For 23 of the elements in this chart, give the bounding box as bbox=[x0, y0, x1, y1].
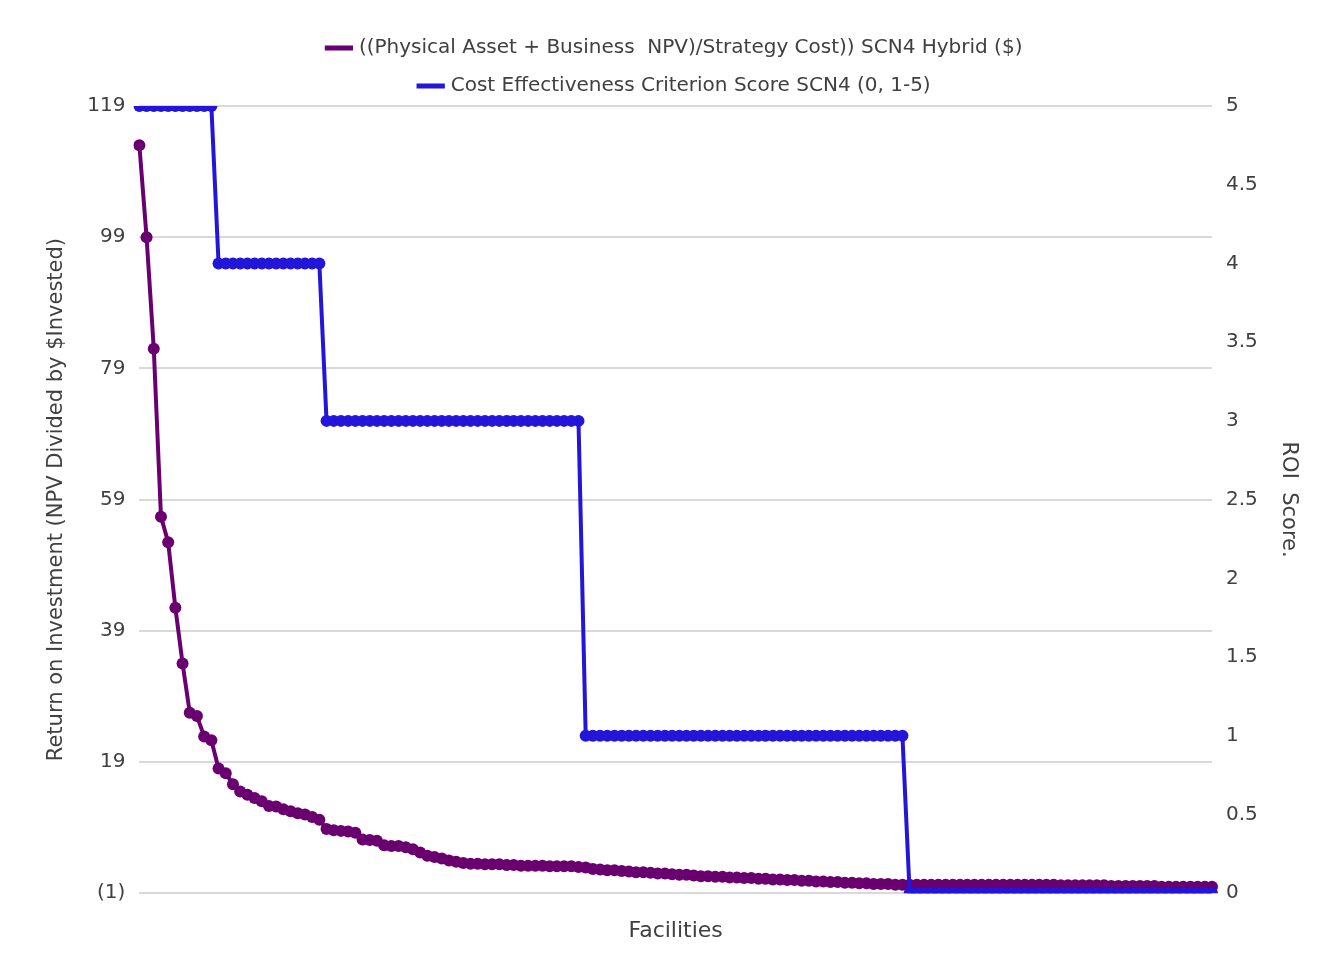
y2-tick-label: 5 bbox=[1225, 92, 1239, 117]
y-axis-title: Return on Investment (NPV Divided by $Invested) bbox=[43, 237, 68, 762]
legend-label: ((Physical Asset + Business NPV)/Strategy Cost)) SCN4 Hybrid ($) bbox=[358, 34, 1023, 59]
y-tick-label: 59 bbox=[99, 485, 126, 510]
y2-tick-label: 2 bbox=[1225, 564, 1239, 589]
y2-tick-label: 1.5 bbox=[1225, 643, 1258, 668]
y2-tick-label: 1 bbox=[1225, 721, 1239, 746]
x-axis-title: Facilities bbox=[628, 916, 723, 942]
y2-tick-label: 4 bbox=[1225, 249, 1239, 274]
y-tick-label: 119 bbox=[87, 92, 126, 117]
y2-tick-label: 3.5 bbox=[1225, 328, 1258, 353]
y-tick-label: (1) bbox=[97, 879, 126, 904]
legend-label: Cost Effectiveness Criterion Score SCN4 (0, 1-5) bbox=[450, 72, 931, 97]
y2-tick-label: 3 bbox=[1225, 407, 1239, 432]
y-tick-label: 19 bbox=[99, 748, 126, 773]
y-tick-label: 39 bbox=[99, 617, 126, 641]
y2-tick-label: 2.5 bbox=[1225, 485, 1258, 510]
y2-tick-label: 0.5 bbox=[1225, 800, 1258, 825]
y2-tick-label: 4.5 bbox=[1225, 170, 1258, 195]
y2-tick-label: 0 bbox=[1225, 879, 1239, 904]
y2-axis-title: ROI Score. bbox=[1277, 441, 1302, 558]
y-tick-label: 79 bbox=[99, 354, 126, 379]
y-tick-label: 99 bbox=[99, 223, 126, 248]
